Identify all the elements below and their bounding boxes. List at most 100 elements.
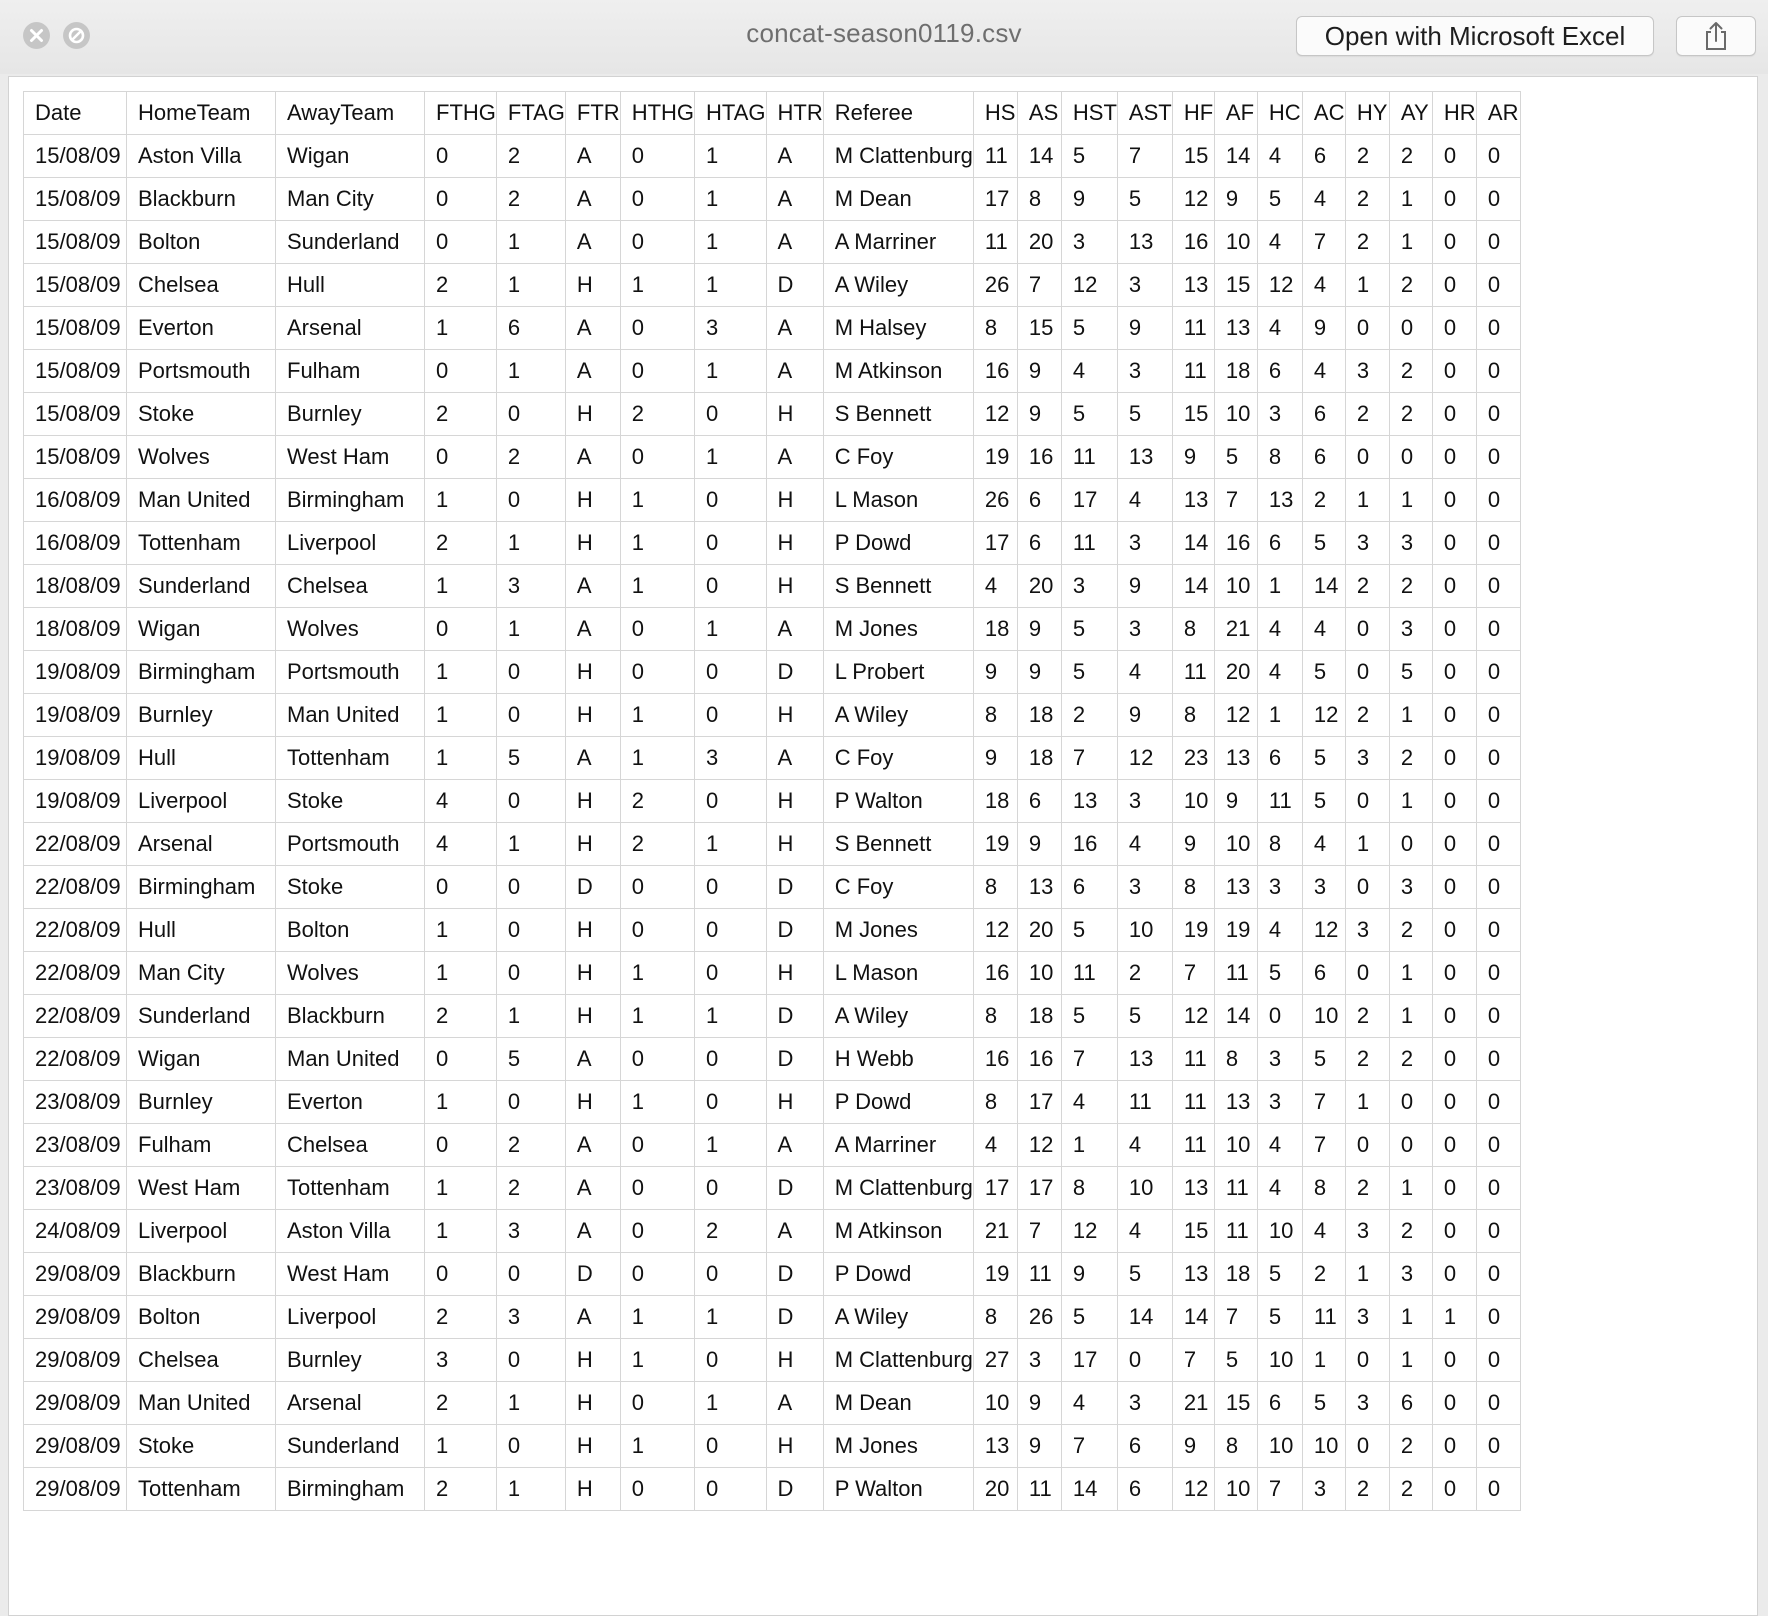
table-cell-hometeam: Burnley [126, 693, 276, 737]
table-cell-referee: P Walton [822, 1467, 974, 1511]
table-cell-ast: 0 [1116, 1338, 1173, 1382]
table-row: 15/08/09 Bolton Sunderland 0 1 A 0 1 A A Marriner… [23, 220, 1521, 264]
table-cell-hometeam: Arsenal [126, 822, 276, 866]
table-cell-hy: 3 [1344, 736, 1390, 780]
table-cell-fthg: 1 [424, 908, 497, 952]
table-cell-ay: 2 [1388, 908, 1433, 952]
table-cell-htag: 1 [694, 822, 767, 866]
table-cell-ac: 10 [1301, 1424, 1346, 1468]
table-cell-referee: P Walton [822, 779, 974, 823]
table-cell-hthg: 2 [619, 822, 696, 866]
table-cell-hf: 11 [1171, 1123, 1215, 1167]
table-cell-ay: 3 [1388, 607, 1433, 651]
table-cell-as: 26 [1016, 1295, 1062, 1339]
table-cell-ay: 1 [1388, 994, 1433, 1038]
share-button[interactable] [1676, 16, 1756, 56]
table-cell-fthg: 2 [424, 994, 497, 1038]
table-cell-hf: 11 [1171, 1037, 1215, 1081]
table-cell-ast: 13 [1116, 220, 1173, 264]
table-row: 29/08/09 Bolton Liverpool 2 3 A 1 1 D A Wiley 8 26 5… [23, 1295, 1521, 1339]
table-cell-hc: 4 [1256, 220, 1303, 264]
table-cell-referee: L Mason [822, 951, 974, 995]
table-cell-awayteam: Man City [275, 177, 425, 221]
table-cell-hc: 6 [1256, 349, 1303, 393]
table-cell-af: 13 [1213, 736, 1258, 780]
table-cell-hy: 2 [1344, 1037, 1390, 1081]
table-cell-htag: 1 [694, 349, 767, 393]
table-cell-ast: 5 [1116, 1252, 1173, 1296]
table-cell-hometeam: Wigan [126, 1037, 276, 1081]
table-cell-awayteam: Sunderland [275, 220, 425, 264]
table-cell-af: 10 [1213, 1467, 1258, 1511]
table-row: 15/08/09 Wolves West Ham 0 2 A 0 1 A C Foy 19 16 11 1… [23, 435, 1521, 479]
table-cell-hst: 11 [1060, 951, 1118, 995]
table-cell-ar: 0 [1475, 1295, 1521, 1339]
table-cell-hometeam: Tottenham [126, 1467, 276, 1511]
table-row: 19/08/09 Birmingham Portsmouth 1 0 H 0 0 D L Prob… [23, 650, 1521, 694]
table-cell-awayteam: Liverpool [275, 1295, 425, 1339]
table-cell-referee: S Bennett [822, 564, 974, 608]
table-cell-hr: 0 [1431, 1080, 1477, 1124]
table-row: 15/08/09 Aston Villa Wigan 0 2 A 0 1 A M Clattenb… [23, 134, 1521, 178]
table-cell-ar: 0 [1475, 650, 1521, 694]
table-row: 19/08/09 Burnley Man United 1 0 H 1 0 H A Wiley 8 1… [23, 693, 1521, 737]
table-cell-awayteam: Blackburn [275, 994, 425, 1038]
table-cell-htr: H [765, 779, 824, 823]
table-cell-htag: 0 [694, 908, 767, 952]
table-cell-hometeam: Wigan [126, 607, 276, 651]
table-cell-htag: 1 [694, 177, 767, 221]
table-cell-hst: 11 [1060, 521, 1118, 565]
table-cell-ar: 0 [1475, 177, 1521, 221]
open-with-excel-button[interactable]: Open with Microsoft Excel [1296, 16, 1654, 56]
table-cell-ay: 2 [1388, 1209, 1433, 1253]
table-cell-hy: 1 [1344, 478, 1390, 522]
table-cell-hy: 2 [1344, 1166, 1390, 1210]
table-cell-hs: 4 [972, 564, 1018, 608]
table-cell-ay: 0 [1388, 306, 1433, 350]
table-cell-hc: 5 [1256, 1295, 1303, 1339]
table-cell-htr: H [765, 1338, 824, 1382]
table-cell-hr: 0 [1431, 263, 1477, 307]
table-cell-ftr: H [564, 1338, 621, 1382]
table-cell-ay: 2 [1388, 564, 1433, 608]
table-cell-hf: 21 [1171, 1381, 1215, 1425]
table-cell-af: 20 [1213, 650, 1258, 694]
table-row: 18/08/09 Wigan Wolves 0 1 A 0 1 A M Jones 18 9 5 3 8 21… [23, 607, 1521, 651]
table-cell-hometeam: Stoke [126, 1424, 276, 1468]
table-cell-ar: 0 [1475, 564, 1521, 608]
table-cell-as: 17 [1016, 1166, 1062, 1210]
table-cell-af: 8 [1213, 1424, 1258, 1468]
table-cell-ay: 3 [1388, 521, 1433, 565]
table-cell-hst: 5 [1060, 134, 1118, 178]
table-cell-ast: 13 [1116, 435, 1173, 479]
table-cell-hs: 26 [972, 478, 1018, 522]
table-cell-hr: 0 [1431, 392, 1477, 436]
table-cell-hy: 0 [1344, 306, 1390, 350]
table-cell-hst: 17 [1060, 478, 1118, 522]
table-cell-hr: 0 [1431, 220, 1477, 264]
fullscreen-button[interactable] [63, 22, 90, 49]
table-cell-hst: 1 [1060, 1123, 1118, 1167]
table-cell-hst: 11 [1060, 435, 1118, 479]
table-cell-hr: 0 [1431, 607, 1477, 651]
close-button[interactable] [23, 22, 50, 49]
table-cell-hf: 23 [1171, 736, 1215, 780]
table-cell-htr: D [765, 908, 824, 952]
table-cell-as: 18 [1016, 693, 1062, 737]
table-cell-af: 11 [1213, 1209, 1258, 1253]
table-row: 15/08/09 Stoke Burnley 2 0 H 2 0 H S Bennett 12 9 5 5… [23, 392, 1521, 436]
table-cell-ay: 3 [1388, 865, 1433, 909]
table-cell-ftag: 3 [495, 1209, 566, 1253]
table-cell-fthg: 4 [424, 779, 497, 823]
table-cell-hs: 12 [972, 908, 1018, 952]
column-header-ac: AC [1301, 91, 1346, 135]
table-cell-ac: 4 [1301, 822, 1346, 866]
table-cell-htag: 0 [694, 521, 767, 565]
table-cell-ac: 5 [1301, 1037, 1346, 1081]
table-cell-ar: 0 [1475, 1252, 1521, 1296]
table-cell-htag: 1 [694, 1123, 767, 1167]
table-cell-hc: 10 [1256, 1209, 1303, 1253]
table-cell-htag: 0 [694, 1080, 767, 1124]
table-cell-fthg: 1 [424, 1209, 497, 1253]
